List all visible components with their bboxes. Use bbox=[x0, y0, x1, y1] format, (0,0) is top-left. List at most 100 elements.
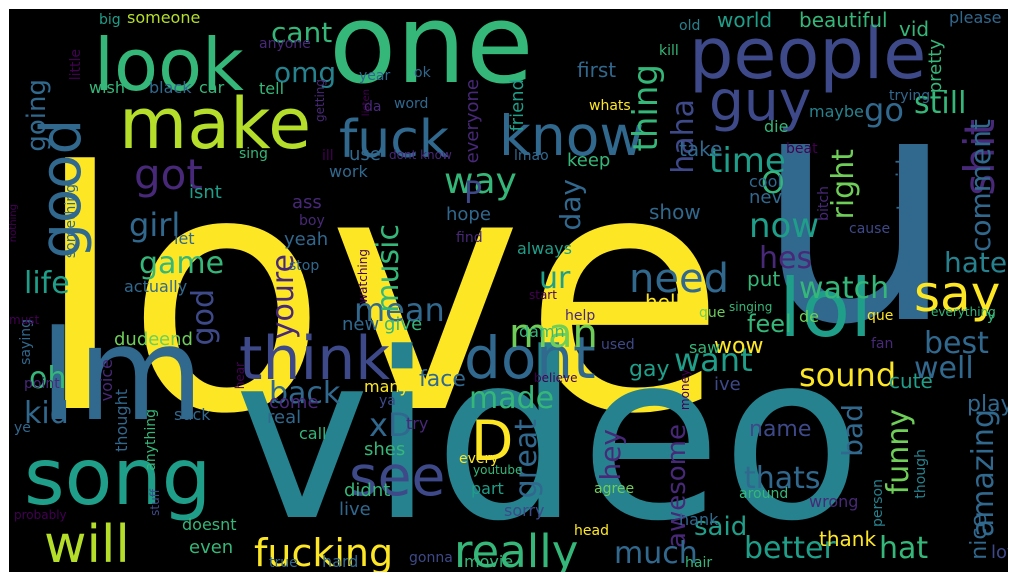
word-probably: probably bbox=[14, 508, 67, 522]
word-right: right bbox=[826, 149, 861, 220]
word-cloud-canvas: love video u one Im people look make song lol thin… bbox=[9, 9, 1008, 572]
word-video: video bbox=[234, 305, 863, 572]
word-que: que bbox=[699, 305, 726, 321]
word-O: O bbox=[761, 166, 785, 201]
word-ye: ye bbox=[14, 420, 31, 436]
word-D: D bbox=[471, 409, 514, 473]
word-nothing: nothing bbox=[9, 204, 19, 243]
word-go: go bbox=[864, 91, 904, 129]
word-work: work bbox=[329, 162, 368, 181]
word-da: da bbox=[364, 99, 382, 115]
word-know: know bbox=[499, 104, 645, 168]
word-think: think bbox=[239, 324, 390, 394]
word-boy: boy bbox=[299, 213, 325, 229]
word-believe: believe bbox=[534, 371, 578, 385]
word-wow: wow bbox=[714, 334, 764, 359]
word-ur: ur bbox=[539, 261, 571, 296]
word-say: say bbox=[914, 265, 1001, 323]
word-money: money bbox=[678, 369, 692, 411]
word-sound: sound bbox=[799, 356, 897, 394]
word-bitch: bitch bbox=[816, 186, 832, 221]
word-car: car bbox=[199, 78, 225, 97]
word-keep: keep bbox=[567, 150, 611, 171]
word-funny: funny bbox=[881, 409, 916, 495]
word-everything: everything bbox=[931, 305, 996, 319]
word-saw: saw bbox=[689, 338, 721, 357]
word-show: show bbox=[649, 200, 701, 224]
word-thats: thats bbox=[744, 461, 821, 496]
word-call: call bbox=[299, 424, 327, 443]
word-movie: movie bbox=[464, 552, 514, 571]
word-hat: hat bbox=[879, 531, 929, 566]
word-need: need bbox=[629, 256, 729, 302]
word-hes: hes bbox=[759, 241, 813, 276]
word-man: man bbox=[509, 311, 598, 357]
word-start: start bbox=[529, 288, 557, 302]
word-agree: agree bbox=[594, 481, 635, 497]
word-kid: kid bbox=[24, 396, 69, 431]
word-love: love bbox=[34, 102, 726, 486]
word-watching: watching bbox=[356, 249, 370, 304]
word-hope: hope bbox=[446, 204, 491, 225]
word-hear: hear bbox=[233, 362, 247, 390]
word-dont: dont bbox=[464, 324, 596, 392]
word-de: de bbox=[799, 307, 819, 326]
word-stop: stop bbox=[289, 258, 320, 274]
word-stuff: stuff bbox=[148, 489, 162, 516]
word-much: much bbox=[614, 536, 698, 571]
word-want: want bbox=[674, 341, 753, 379]
word-little: little bbox=[68, 49, 84, 81]
word-damn: damn bbox=[519, 322, 565, 341]
word-cant: cant bbox=[271, 16, 333, 49]
word-take: take bbox=[679, 137, 723, 161]
word-awesome: awesome bbox=[662, 424, 692, 548]
word-day: day bbox=[554, 179, 587, 231]
word-black: black bbox=[149, 78, 192, 97]
word-kill: kill bbox=[659, 43, 679, 59]
word-hate: hate bbox=[944, 246, 1008, 279]
word-nice: nice bbox=[967, 514, 992, 560]
word-sing: sing bbox=[239, 146, 268, 162]
word-feel: feel bbox=[747, 310, 792, 338]
word-around: around bbox=[739, 486, 789, 502]
word-hey: hey bbox=[594, 429, 627, 481]
word-year: year bbox=[359, 68, 391, 84]
word-please: please bbox=[949, 9, 1002, 27]
word-friend: friend bbox=[507, 79, 528, 132]
word-way: way bbox=[444, 161, 517, 202]
word-ya: ya bbox=[379, 393, 396, 409]
word-make: make bbox=[119, 83, 312, 165]
word-try: try bbox=[406, 414, 429, 433]
word-mean: mean bbox=[354, 291, 445, 329]
word-ill: ill bbox=[322, 148, 334, 164]
word-will: will bbox=[44, 515, 130, 572]
word-people: people bbox=[689, 13, 927, 95]
word-head: head bbox=[574, 523, 609, 539]
word-first: first bbox=[577, 58, 617, 82]
word-back: back bbox=[269, 376, 341, 411]
word-fuck: fuck bbox=[339, 110, 449, 170]
word-suck: suck bbox=[174, 405, 211, 424]
word-word: word bbox=[394, 96, 429, 112]
word-bad: bad bbox=[836, 404, 869, 457]
word-song: song bbox=[24, 433, 212, 523]
word-Im: Im bbox=[39, 298, 204, 450]
word-lot: lot bbox=[991, 542, 1008, 563]
word-every: every bbox=[459, 451, 499, 467]
word-shes: shes bbox=[364, 439, 406, 460]
word-pretty: pretty bbox=[925, 39, 946, 94]
word-old: old bbox=[679, 18, 701, 34]
word-oh: oh bbox=[29, 361, 67, 396]
word-dont-know: dont know bbox=[389, 148, 452, 162]
word-que: que bbox=[867, 308, 894, 324]
word-whats: whats bbox=[589, 98, 631, 114]
word-live: live bbox=[339, 499, 371, 520]
word-something: something bbox=[63, 184, 79, 259]
word-lol: lol bbox=[779, 262, 873, 355]
word-though: though bbox=[913, 449, 929, 499]
word-anyone: anyone bbox=[259, 36, 311, 52]
word-best: best bbox=[924, 326, 989, 361]
word-well: well bbox=[914, 351, 974, 386]
word-maybe: maybe bbox=[809, 102, 864, 121]
word-everyone: everyone bbox=[462, 79, 483, 164]
